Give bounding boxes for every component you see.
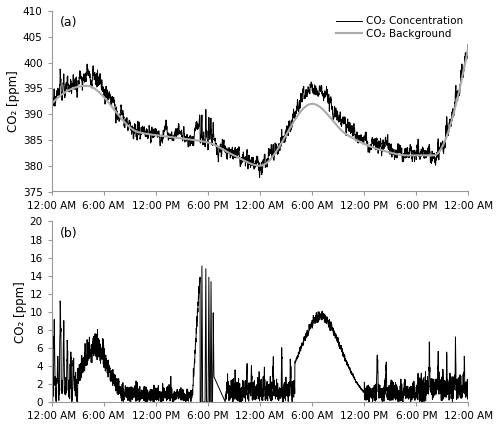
CO₂ Concentration [362, 136, 368, 141]
Line: CO₂ Concentration: CO₂ Concentration [52, 45, 469, 177]
Text: (b): (b) [60, 227, 78, 240]
CO₂ Concentration [392, 149, 398, 154]
CO₂ Concentration [340, 120, 345, 125]
CO₂ Concentration [465, 42, 471, 47]
Y-axis label: CO₂ [ppm]: CO₂ [ppm] [7, 70, 20, 132]
CO₂ Concentration [340, 119, 345, 124]
CO₂ Concentration [181, 124, 187, 129]
CO₂ Concentration [313, 91, 319, 96]
Line: CO₂ Background: CO₂ Background [52, 47, 469, 166]
Legend: CO₂ Concentration, CO₂ Background: CO₂ Concentration, CO₂ Background [336, 16, 464, 39]
Y-axis label: CO₂ [ppm]: CO₂ [ppm] [14, 281, 26, 343]
CO₂ Concentration [466, 43, 471, 48]
CO₂ Concentration [256, 175, 262, 180]
CO₂ Background [340, 129, 345, 134]
CO₂ Background [392, 152, 398, 157]
CO₂ Background [181, 136, 187, 141]
CO₂ Background [340, 129, 345, 134]
CO₂ Background [257, 163, 263, 168]
CO₂ Concentration [48, 99, 54, 104]
CO₂ Background [466, 45, 471, 50]
CO₂ Background [362, 142, 368, 147]
CO₂ Background [48, 101, 54, 107]
Text: (a): (a) [60, 16, 78, 30]
CO₂ Background [313, 102, 319, 107]
